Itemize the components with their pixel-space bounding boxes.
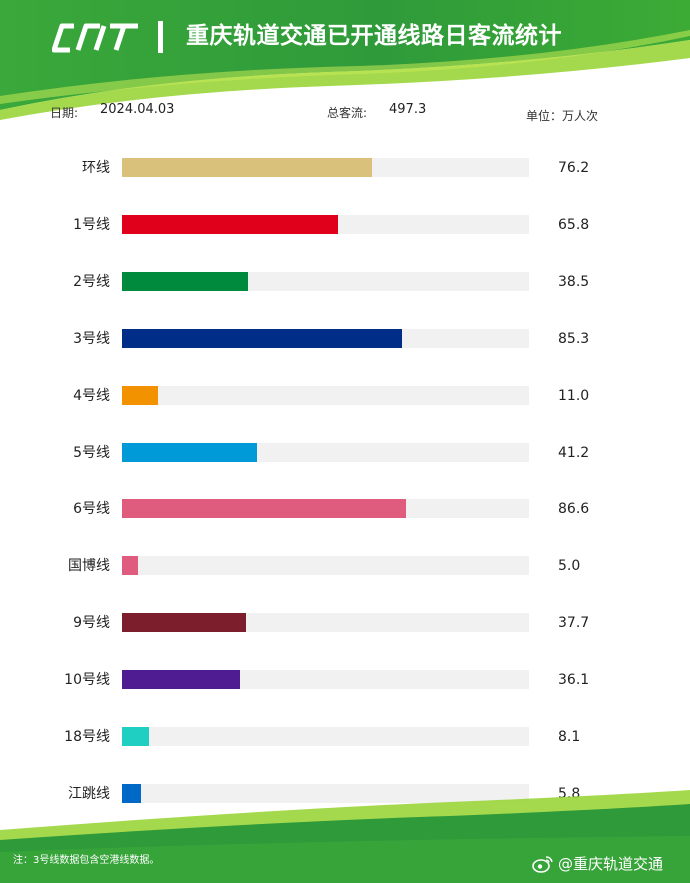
bar [122,670,240,689]
bar-category-label: 9号线 [73,615,110,631]
watermark: @重庆轨道交通 [558,855,664,873]
bar [122,499,406,518]
unit-label: 单位：万人次 [526,109,599,123]
bar-category-label: 18号线 [64,729,110,745]
bar [122,443,257,462]
bar-track [122,215,529,234]
bar-track [122,613,529,632]
total-label: 总客流: [327,106,368,120]
bar-value-label: 38.5 [558,274,590,290]
footnote: 注：3号线数据包含空港线数据。 [13,855,160,866]
bar-row: 9号线 37.7 [0,612,690,634]
bar-track [122,272,529,291]
bar-row: 18号线 8.1 [0,726,690,748]
bar-row: 4号线 11.0 [0,385,690,407]
bar-value-label: 41.2 [558,445,590,461]
bar [122,613,246,632]
bar [122,556,138,575]
bar-category-label: 国博线 [68,558,110,574]
bar-row: 1号线 65.8 [0,214,690,236]
bar-value-label: 76.2 [558,160,590,176]
bar [122,158,372,177]
bar-row: 环线 76.2 [0,157,690,179]
bar-category-label: 江跳线 [68,786,110,802]
bar [122,727,149,746]
bar-value-label: 37.7 [558,615,590,631]
crt-logo [52,23,138,53]
bar-track [122,386,529,405]
header-divider [158,21,163,53]
header-banner [0,0,690,120]
bar-row: 3号线 85.3 [0,328,690,350]
bar [122,386,158,405]
total-value: 497.3 [389,102,427,117]
date-value: 2024.04.03 [100,102,175,117]
bar-value-label: 8.1 [558,729,581,745]
bar [122,784,141,803]
weibo-icon [532,856,553,873]
bar-row: 国博线 5.0 [0,555,690,577]
bar [122,215,338,234]
footer-banner [0,790,690,883]
bar-category-label: 10号线 [64,672,110,688]
bar-track [122,784,529,803]
bar-track [122,158,529,177]
bar-track [122,443,529,462]
bar-value-label: 86.6 [558,501,590,517]
bar-category-label: 环线 [82,160,110,176]
bar-track [122,329,529,348]
bar-track [122,727,529,746]
bar-value-label: 5.0 [558,558,581,574]
bar-category-label: 2号线 [73,274,110,290]
page-title: 重庆轨道交通已开通线路日客流统计 [186,23,562,49]
bar-value-label: 36.1 [558,672,590,688]
bar [122,329,402,348]
bar [122,272,248,291]
bar-category-label: 3号线 [73,331,110,347]
bar-track [122,670,529,689]
bar-category-label: 1号线 [73,217,110,233]
bar-category-label: 6号线 [73,501,110,517]
bar-row: 5号线 41.2 [0,442,690,464]
date-label: 日期: [50,106,79,120]
bar-track [122,556,529,575]
bar-track [122,499,529,518]
bar-row: 2号线 38.5 [0,271,690,293]
bar-row: 6号线 86.6 [0,498,690,520]
bar-value-label: 11.0 [558,388,590,404]
bar-value-label: 65.8 [558,217,590,233]
bar-row: 10号线 36.1 [0,669,690,691]
bar-value-label: 85.3 [558,331,590,347]
bar-category-label: 4号线 [73,388,110,404]
bar-category-label: 5号线 [73,445,110,461]
